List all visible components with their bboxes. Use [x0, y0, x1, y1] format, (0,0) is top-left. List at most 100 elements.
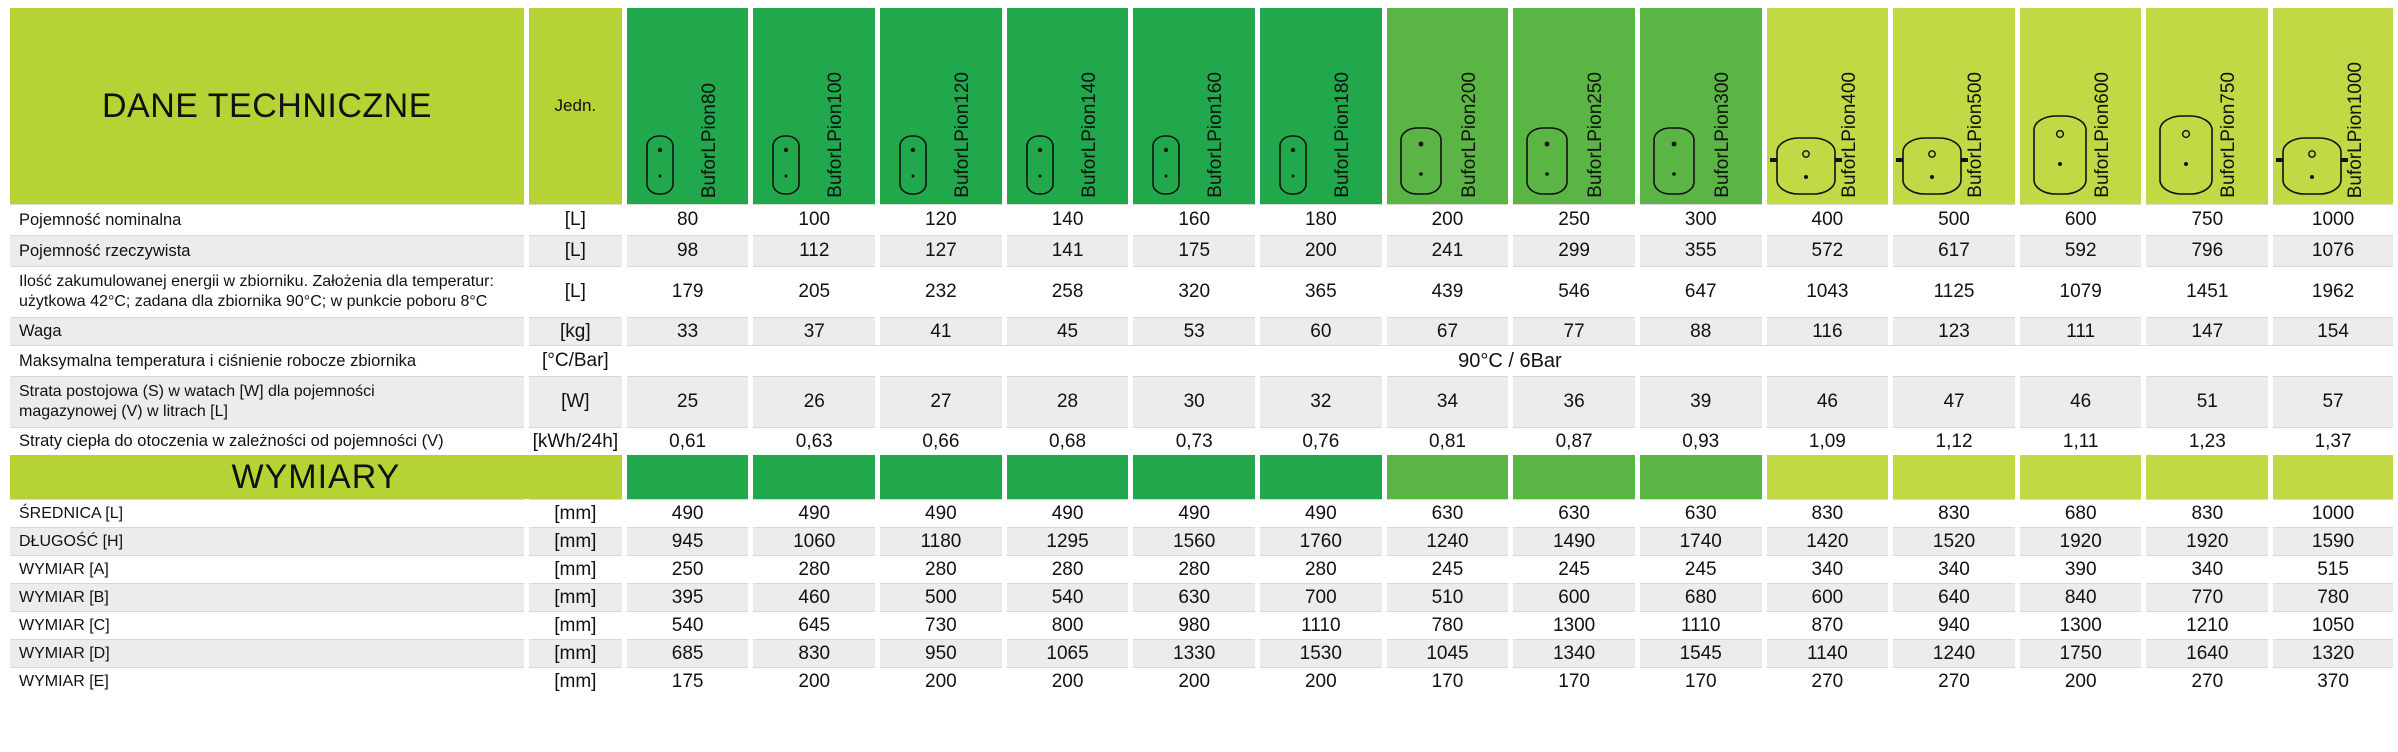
model-header: BuforLPion300	[1639, 8, 1762, 204]
model-name: BuforLPion100	[825, 72, 847, 198]
value-cell: 515	[2273, 555, 2393, 583]
value-cell: 1320	[2273, 639, 2393, 667]
section-color-cell	[1639, 455, 1762, 499]
value-cell: 200	[1386, 204, 1509, 235]
tank-icon	[1526, 127, 1569, 195]
model-name: BuforLPion80	[698, 82, 720, 198]
value-cell: 170	[1513, 667, 1635, 695]
model-header: BuforLPion400	[1766, 8, 1889, 204]
value-cell: 1740	[1639, 527, 1762, 555]
model-header: BuforLPion160	[1133, 8, 1255, 204]
value-cell: 25	[626, 376, 749, 427]
value-cell: 1,37	[2273, 427, 2393, 455]
value-cell: 0,66	[880, 427, 1002, 455]
value-cell: 280	[880, 555, 1002, 583]
value-cell: 395	[626, 583, 749, 611]
value-cell: 250	[626, 555, 749, 583]
value-cell: 340	[1893, 555, 2015, 583]
value-cell: 540	[626, 611, 749, 639]
row-unit: [W]	[528, 376, 622, 427]
table-row: Pojemność nominalna [L] 80 100 120 140 160 180 2…	[10, 204, 2393, 235]
row-label-line: użytkowa 42°C; zadana dla zbiornika 90°C…	[19, 293, 488, 310]
value-cell: 241	[1386, 235, 1509, 266]
value-cell: 1760	[1260, 527, 1382, 555]
value-cell: 154	[2273, 317, 2393, 345]
value-cell: 200	[1260, 667, 1382, 695]
section-color-cell	[2146, 455, 2269, 499]
value-cell: 0,93	[1639, 427, 1762, 455]
value-cell: 280	[1260, 555, 1382, 583]
value-cell: 617	[1893, 235, 2015, 266]
value-cell: 77	[1513, 317, 1635, 345]
tank-icon	[1653, 127, 1695, 195]
value-cell: 950	[880, 639, 1002, 667]
value-cell: 200	[2019, 667, 2142, 695]
tank-icon	[646, 135, 674, 195]
value-cell: 280	[1006, 555, 1129, 583]
value-cell: 1125	[1893, 266, 2015, 317]
value-cell: 1180	[880, 527, 1002, 555]
value-cell: 46	[1766, 376, 1889, 427]
row-label-line: magazynowej (V) w litrach [L]	[19, 403, 228, 420]
model-header: BuforLPion600	[2019, 8, 2142, 204]
value-cell: 100	[753, 204, 876, 235]
value-cell: 26	[753, 376, 876, 427]
value-cell: 630	[1513, 499, 1635, 527]
table-row: Pojemność rzeczywista [L] 98 112 127 141 175 20…	[10, 235, 2393, 266]
value-cell: 245	[1513, 555, 1635, 583]
value-cell: 1750	[2019, 639, 2142, 667]
value-cell: 0,73	[1133, 427, 1255, 455]
value-cell: 1295	[1006, 527, 1129, 555]
value-cell: 147	[2146, 317, 2269, 345]
value-cell: 67	[1386, 317, 1509, 345]
value-cell: 250	[1513, 204, 1635, 235]
section-color-cell	[753, 455, 876, 499]
value-cell: 390	[2019, 555, 2142, 583]
value-cell: 1140	[1766, 639, 1889, 667]
value-cell: 123	[1893, 317, 2015, 345]
value-cell: 840	[2019, 583, 2142, 611]
row-unit: [L]	[528, 235, 622, 266]
value-cell: 1530	[1260, 639, 1382, 667]
value-cell: 116	[1766, 317, 1889, 345]
value-cell: 1,11	[2019, 427, 2142, 455]
table-row: WYMIAR [C] [mm] 540 645 730 800 980 1110 780 1300…	[10, 611, 2393, 639]
section-color-cell	[1386, 455, 1509, 499]
tank-icon	[772, 135, 801, 195]
value-cell: 770	[2146, 583, 2269, 611]
value-cell: 490	[1133, 499, 1255, 527]
value-cell: 1545	[1639, 639, 1762, 667]
value-cell: 1,23	[2146, 427, 2269, 455]
value-cell: 179	[626, 266, 749, 317]
shared-value-cell: 90°C / 6Bar	[626, 345, 2393, 376]
value-cell: 1060	[753, 527, 876, 555]
value-cell: 39	[1639, 376, 1762, 427]
value-cell: 88	[1639, 317, 1762, 345]
unit-column-header: Jedn.	[528, 8, 622, 204]
value-cell: 28	[1006, 376, 1129, 427]
value-cell: 640	[1893, 583, 2015, 611]
row-label: WYMIAR [A]	[10, 555, 524, 583]
value-cell: 830	[1893, 499, 2015, 527]
value-cell: 750	[2146, 204, 2269, 235]
value-cell: 1076	[2273, 235, 2393, 266]
row-label: Waga	[10, 317, 524, 345]
row-label: WYMIAR [B]	[10, 583, 524, 611]
value-cell: 500	[1893, 204, 2015, 235]
value-cell: 830	[1766, 499, 1889, 527]
value-cell: 490	[880, 499, 1002, 527]
value-cell: 680	[2019, 499, 2142, 527]
value-cell: 439	[1386, 266, 1509, 317]
value-cell: 1300	[2019, 611, 2142, 639]
table-row: WYMIAR [E] [mm] 175 200 200 200 200 200 170 170 17…	[10, 667, 2393, 695]
row-unit: [kWh/24h]	[528, 427, 622, 455]
value-cell: 98	[626, 235, 749, 266]
row-unit: [mm]	[528, 583, 622, 611]
value-cell: 510	[1386, 583, 1509, 611]
value-cell: 490	[753, 499, 876, 527]
row-label: ŚREDNICA [L]	[10, 499, 524, 527]
row-label: Straty ciepła do otoczenia w zależności …	[10, 427, 524, 455]
value-cell: 0,68	[1006, 427, 1129, 455]
table-row: DŁUGOŚĆ [H] [mm] 945 1060 1180 1295 1560 1760 12…	[10, 527, 2393, 555]
row-unit: [L]	[528, 266, 622, 317]
